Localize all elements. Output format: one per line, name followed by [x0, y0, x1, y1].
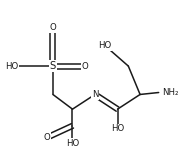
Text: HO: HO	[5, 62, 18, 71]
Text: O: O	[44, 133, 50, 142]
Text: HO: HO	[66, 139, 79, 148]
Text: S: S	[50, 61, 56, 71]
Text: NH₂: NH₂	[163, 88, 179, 97]
Text: O: O	[50, 23, 56, 32]
Text: HO: HO	[111, 124, 124, 133]
Text: N: N	[92, 90, 98, 99]
Text: O: O	[82, 62, 89, 71]
Text: HO: HO	[98, 41, 111, 50]
